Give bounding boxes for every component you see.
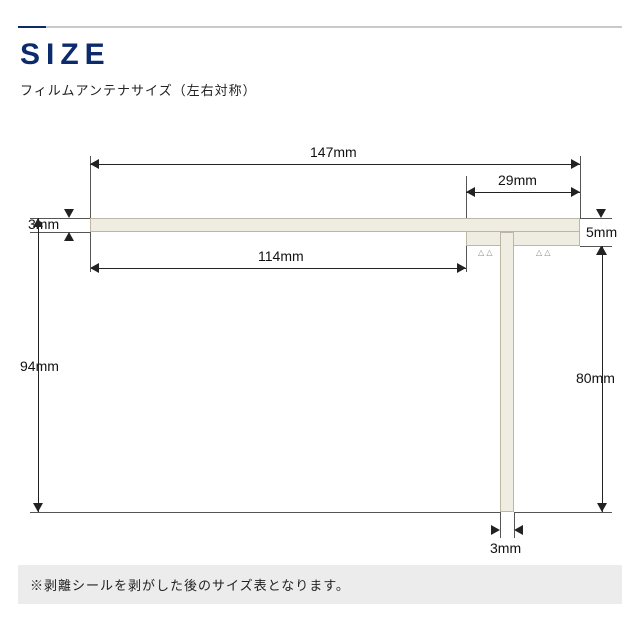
antenna-size-diagram: △ △ △ △ 147mm 29mm 114mm 3mm 5mm 94mm 80… [20, 120, 620, 540]
arrow-icon [457, 263, 466, 273]
antenna-vertical-bar [500, 232, 514, 512]
footer-note: ※剥離シールを剥がした後のサイズ表となります。 [18, 565, 622, 604]
arrow-icon [466, 187, 475, 197]
dim-vbar-thickness: 3mm [490, 540, 521, 556]
ext-line [466, 176, 467, 218]
dim-overhang: 29mm [498, 172, 537, 188]
dim-inner-line [90, 268, 466, 269]
dim-total-width-line [90, 164, 580, 165]
arrow-icon [571, 187, 580, 197]
align-marker: △ △ [478, 248, 493, 257]
arrow-icon [514, 525, 523, 535]
ext-line [580, 156, 581, 218]
antenna-pad [466, 232, 580, 246]
dim-vbar-height: 80mm [576, 370, 615, 386]
arrow-icon [571, 159, 580, 169]
align-marker: △ △ [536, 248, 551, 257]
arrow-icon [64, 232, 74, 241]
page-subtitle: フィルムアンテナサイズ（左右対称） [20, 80, 257, 99]
dim-overhang-line [466, 192, 580, 193]
ext-line [500, 512, 501, 538]
arrow-icon [491, 525, 500, 535]
arrow-icon [64, 209, 74, 218]
arrow-icon [597, 503, 607, 512]
arrow-icon [596, 209, 606, 218]
dim-pad-thickness: 5mm [584, 224, 619, 240]
dim-total-width: 147mm [310, 144, 357, 160]
ext-line [30, 232, 90, 233]
header-rule [18, 26, 622, 28]
arrow-icon [90, 159, 99, 169]
arrow-icon [33, 218, 43, 227]
arrow-icon [597, 246, 607, 255]
ext-line [580, 218, 612, 219]
dim-total-height: 94mm [20, 358, 59, 374]
page-title: SIZE [20, 38, 111, 72]
dim-inner-width: 114mm [258, 248, 304, 264]
arrow-icon [33, 503, 43, 512]
ext-line [466, 246, 467, 272]
ext-line [514, 512, 612, 513]
ext-line [30, 512, 500, 513]
antenna-horizontal-bar [90, 218, 580, 232]
ext-line [90, 232, 91, 272]
arrow-icon [90, 263, 99, 273]
